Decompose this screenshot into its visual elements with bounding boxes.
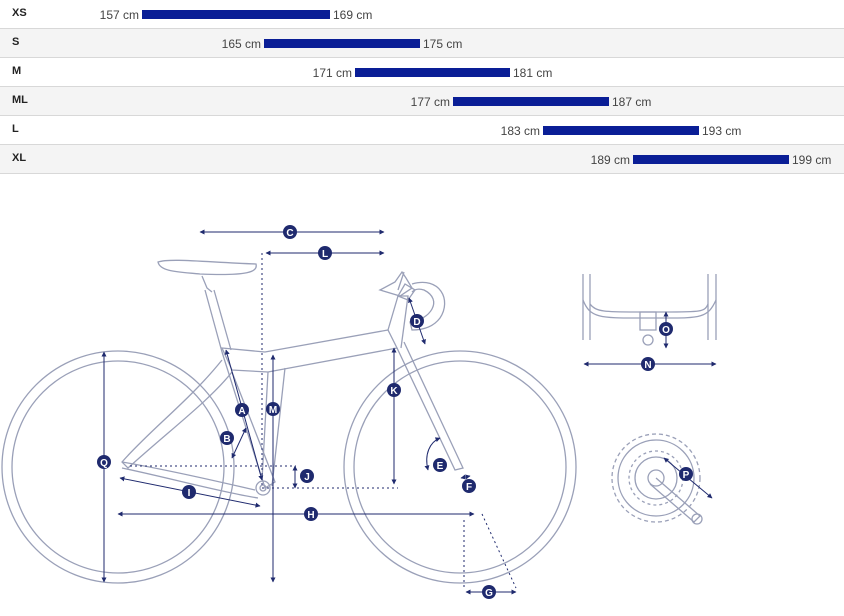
- range-max: 175 cm: [423, 37, 463, 51]
- handlebar-front-view: [582, 274, 717, 346]
- label-f: F: [462, 479, 476, 493]
- size-row-l: L 183 cm 193 cm: [0, 116, 844, 145]
- svg-text:Q: Q: [100, 458, 108, 469]
- size-chart: XS 157 cm 169 cm S 165 cm 175 cm M 171 c…: [0, 0, 844, 174]
- svg-text:N: N: [644, 360, 651, 371]
- label-n: N: [641, 357, 655, 371]
- range-bar: [355, 68, 510, 77]
- size-label: M: [12, 65, 22, 77]
- label-j: J: [300, 469, 314, 483]
- label-l: L: [318, 246, 332, 260]
- range-min: 183 cm: [500, 124, 540, 138]
- dimension-lines: [101, 229, 717, 595]
- range-min: 157 cm: [99, 8, 139, 22]
- range-max: 199 cm: [792, 153, 832, 167]
- svg-text:B: B: [223, 434, 230, 445]
- range-max: 193 cm: [702, 124, 742, 138]
- range-min: 165 cm: [221, 37, 261, 51]
- range-max: 181 cm: [513, 66, 553, 80]
- svg-text:D: D: [413, 317, 420, 328]
- svg-text:F: F: [466, 482, 472, 493]
- svg-text:K: K: [390, 386, 398, 397]
- range-bar: [453, 97, 609, 106]
- front-wheel: [343, 350, 577, 584]
- label-b: B: [220, 431, 234, 445]
- svg-text:P: P: [683, 470, 690, 481]
- label-c: C: [283, 225, 297, 239]
- label-k: K: [387, 383, 401, 397]
- size-row-s: S 165 cm 175 cm: [0, 29, 844, 58]
- size-label: S: [12, 36, 20, 48]
- label-a: A: [235, 403, 249, 417]
- bike-frame: [121, 259, 464, 499]
- svg-text:C: C: [286, 228, 293, 239]
- svg-text:J: J: [304, 472, 310, 483]
- range-bar: [142, 10, 330, 19]
- svg-text:A: A: [238, 406, 245, 417]
- range-min: 171 cm: [312, 66, 352, 80]
- label-e: E: [433, 458, 447, 472]
- size-label: ML: [12, 94, 28, 106]
- size-row-xl: XL 189 cm 199 cm: [0, 145, 844, 174]
- label-p: P: [679, 467, 693, 481]
- range-bar: [543, 126, 699, 135]
- size-label: XS: [12, 7, 27, 19]
- label-o: O: [659, 322, 673, 336]
- size-row-ml: ML 177 cm 187 cm: [0, 87, 844, 116]
- size-row-xs: XS 157 cm 169 cm: [0, 0, 844, 29]
- label-i: I: [182, 485, 196, 499]
- label-g: G: [482, 585, 496, 599]
- size-label: XL: [12, 152, 27, 164]
- label-q: Q: [97, 455, 111, 469]
- svg-text:G: G: [485, 588, 493, 599]
- range-min: 189 cm: [590, 153, 630, 167]
- svg-text:L: L: [322, 249, 328, 260]
- label-h: H: [304, 507, 318, 521]
- range-max: 169 cm: [333, 8, 373, 22]
- svg-text:M: M: [269, 405, 277, 416]
- svg-text:H: H: [307, 510, 314, 521]
- label-m: M: [266, 402, 280, 416]
- label-d: D: [410, 314, 424, 328]
- size-row-m: M 171 cm 181 cm: [0, 58, 844, 87]
- svg-text:E: E: [437, 461, 444, 472]
- geometry-diagram: A B C D E F G H I J K L M N O P Q: [1, 225, 717, 599]
- range-min: 177 cm: [410, 95, 450, 109]
- size-label: L: [12, 123, 19, 135]
- range-max: 187 cm: [612, 95, 652, 109]
- range-bar: [264, 39, 420, 48]
- range-bar: [633, 155, 789, 164]
- svg-text:I: I: [188, 488, 191, 499]
- svg-text:O: O: [662, 325, 670, 336]
